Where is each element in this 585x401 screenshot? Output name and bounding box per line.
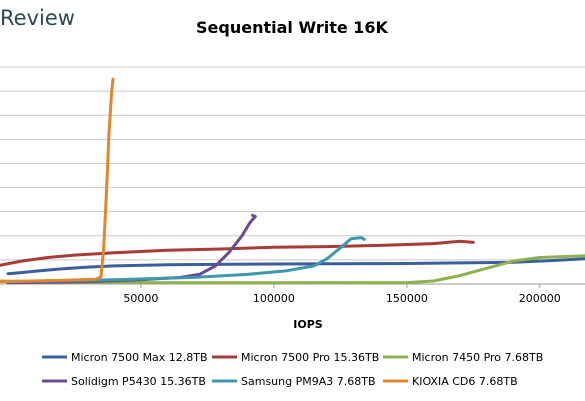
- legend-label: Solidigm P5430 15.36TB: [71, 375, 206, 388]
- legend-label: Samsung PM9A3 7.68TB: [241, 375, 376, 388]
- chart-title: Sequential Write 16K: [196, 18, 389, 37]
- legend-label: Micron 7500 Max 12.8TB: [71, 351, 208, 364]
- legend-label: KIOXIA CD6 7.68TB: [412, 375, 518, 388]
- series-line: [0, 77, 115, 284]
- plot-area: [0, 77, 585, 285]
- x-tick-label: 50000: [123, 292, 158, 305]
- x-tick-label: 150000: [386, 292, 428, 305]
- x-tick-label: 200000: [519, 292, 561, 305]
- legend-label: Micron 7500 Pro 15.36TB: [241, 351, 379, 364]
- x-axis-ticks: 50000 100000 150000 200000: [123, 284, 561, 305]
- series-line: [0, 254, 585, 285]
- legend-label: Micron 7450 Pro 7.68TB: [412, 351, 543, 364]
- series-line: [0, 239, 475, 267]
- gridlines: [0, 66, 585, 261]
- series-line: [6, 236, 366, 284]
- x-tick-label: 100000: [253, 292, 295, 305]
- legend: Micron 7500 Max 12.8TB Micron 7500 Pro 15…: [42, 351, 543, 388]
- x-axis-label: IOPS: [293, 318, 323, 331]
- brand-wordmark: Review: [0, 6, 75, 30]
